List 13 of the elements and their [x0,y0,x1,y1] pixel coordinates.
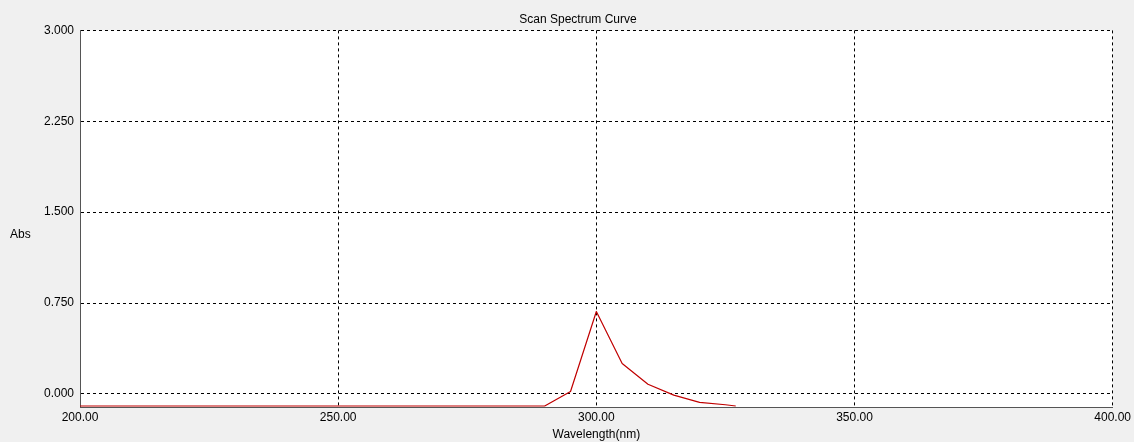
x-axis-title: Wavelength(nm) [552,427,641,442]
y-tick-label: 0.750 [44,295,75,310]
y-axis-title: Abs [10,227,31,242]
x-tick-label: 400.00 [1094,409,1132,424]
y-tick-label: 0.000 [44,386,75,401]
chart-title: Scan Spectrum Curve [519,11,638,26]
y-tick-label: 2.250 [44,113,75,128]
x-tick-label: 300.00 [577,409,616,424]
x-tick-label: 250.00 [319,409,357,424]
x-tick-label: 200.00 [61,409,99,424]
y-tick-label: 3.000 [44,22,75,37]
x-tick-label: 350.00 [836,409,874,424]
y-tick-label: 1.500 [44,204,75,219]
